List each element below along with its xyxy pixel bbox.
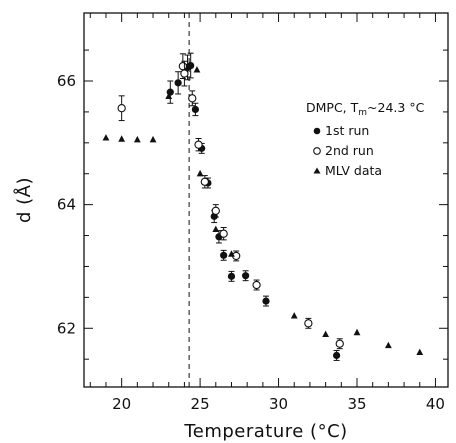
- legend-marker-1st-run: [313, 127, 321, 135]
- annotation-title: DMPC, Tm~24.3 °C: [306, 100, 425, 118]
- x-tick-label: 20: [112, 395, 131, 413]
- data-point: [333, 351, 341, 360]
- y-tick-label: 66: [57, 72, 76, 90]
- data-point: [322, 330, 330, 338]
- data-point: [178, 62, 187, 71]
- data-point: [102, 134, 110, 141]
- data-point: [194, 140, 203, 149]
- data-point: [242, 272, 250, 280]
- data-point: [384, 341, 392, 349]
- data-point: [187, 61, 195, 70]
- data-point: [252, 280, 261, 290]
- y-tick-label: 62: [57, 319, 76, 337]
- data-point: [193, 66, 201, 73]
- legend: 1st run 2nd run MLV data: [313, 123, 382, 178]
- data-point: [118, 135, 126, 142]
- data-point: [211, 206, 220, 215]
- data-point: [188, 94, 197, 103]
- data-point: [227, 272, 236, 280]
- data-point: [200, 177, 209, 186]
- series-2nd-run: [117, 53, 344, 350]
- tick-labels: 20 25 30 35 40 62 64 66: [57, 72, 445, 413]
- legend-marker-mlv: [313, 167, 321, 174]
- x-axis-label: Temperature (°C): [183, 421, 347, 442]
- plot-frame: [83, 12, 449, 388]
- x-tick-label: 30: [269, 395, 288, 413]
- data-point: [335, 339, 344, 348]
- legend-label-mlv: MLV data: [325, 163, 382, 178]
- data-point: [212, 225, 220, 232]
- data-point: [133, 135, 141, 143]
- x-tick-label: 35: [347, 395, 366, 413]
- data-point: [228, 250, 235, 257]
- data-point: [180, 69, 189, 78]
- data-point: [219, 229, 228, 238]
- legend-label-2nd-run: 2nd run: [325, 143, 374, 158]
- data-point: [165, 92, 173, 100]
- data-point: [220, 251, 228, 259]
- legend-label-1st-run: 1st run: [325, 123, 369, 138]
- axis-ticks: [84, 13, 448, 387]
- data-point: [174, 79, 182, 87]
- data-point: [196, 169, 204, 177]
- data-point: [262, 297, 270, 305]
- data-points: [102, 52, 424, 361]
- data-point: [117, 104, 126, 113]
- y-axis-label: d (Å): [13, 177, 35, 223]
- data-point: [149, 135, 157, 143]
- x-tick-label: 40: [426, 395, 445, 413]
- series-mlv-data: [102, 66, 424, 355]
- x-tick-label: 25: [191, 395, 210, 413]
- data-point: [416, 348, 424, 355]
- data-point: [353, 328, 361, 336]
- data-point: [191, 105, 199, 114]
- data-point: [290, 312, 298, 319]
- legend-marker-2nd-run: [313, 147, 321, 155]
- data-point: [304, 319, 313, 328]
- y-tick-label: 64: [57, 196, 76, 214]
